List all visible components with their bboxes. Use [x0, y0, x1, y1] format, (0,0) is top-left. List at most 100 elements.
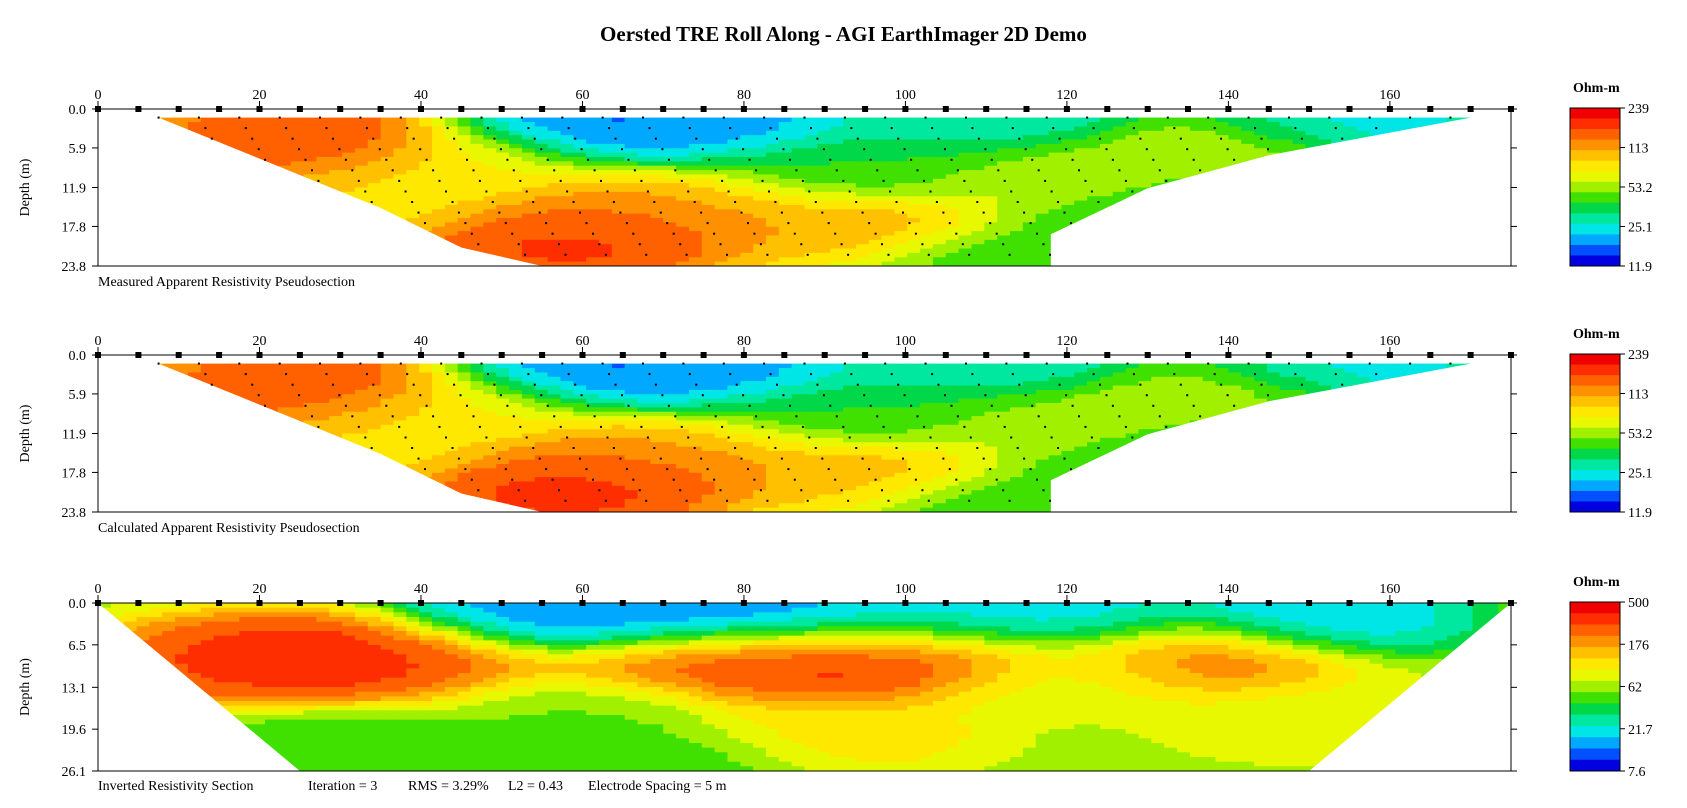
field-cell: [98, 359, 111, 364]
field-cell: [175, 226, 189, 232]
field-cell: [958, 187, 973, 193]
field-cell: [804, 174, 818, 180]
field-cell: [1022, 368, 1037, 374]
field-cell: [624, 122, 639, 128]
field-cell: [98, 118, 111, 123]
field-cell: [804, 248, 818, 254]
field-cell: [264, 368, 279, 374]
field-cell: [1472, 244, 1485, 249]
field-cell: [663, 376, 677, 382]
field-cell: [830, 109, 843, 114]
field-cell: [137, 188, 150, 193]
field-cell: [547, 218, 562, 223]
field-cell: [264, 178, 279, 184]
field-cell: [1459, 130, 1471, 136]
data-point: [459, 148, 462, 151]
field-cell: [1048, 143, 1063, 149]
data-point: [1152, 158, 1155, 161]
field-cell: [1433, 372, 1448, 378]
field-cell: [1125, 244, 1140, 250]
field-cell: [817, 126, 831, 132]
field-cell: [200, 204, 215, 210]
field-cell: [1215, 257, 1229, 263]
field-cell: [881, 196, 896, 202]
field-cell: [316, 376, 330, 382]
field-cell: [637, 235, 651, 241]
field-cell: [1087, 117, 1101, 119]
field-cell: [804, 252, 818, 258]
field-cell: [1010, 218, 1024, 223]
field-cell: [792, 355, 805, 360]
field-cell: [945, 248, 960, 254]
field-cell: [1292, 257, 1307, 263]
field-cell: [534, 244, 549, 250]
field-cell: [1356, 148, 1371, 154]
field-cell: [1061, 257, 1075, 263]
field-cell: [213, 372, 228, 378]
field-cell: [111, 257, 124, 262]
field-cell: [239, 148, 253, 154]
field-cell: [1010, 165, 1024, 171]
field-cell: [598, 117, 613, 123]
field-cell: [1061, 139, 1075, 145]
field-cell: [778, 117, 793, 123]
field-cell: [1331, 204, 1345, 210]
field-cell: [239, 235, 253, 241]
field-cell: [1164, 204, 1178, 210]
field-cell: [509, 226, 523, 232]
field-cell: [187, 122, 202, 128]
field-cell: [1215, 143, 1229, 149]
field-cell: [1446, 152, 1461, 158]
field-cell: [252, 161, 266, 167]
field-cell: [470, 226, 484, 232]
field-cell: [1318, 363, 1332, 369]
field-cell: [1369, 191, 1384, 197]
field-cell: [213, 156, 228, 162]
field-cell: [1254, 252, 1268, 258]
field-cell: [354, 187, 369, 193]
field-cell: [162, 363, 176, 365]
field-cell: [1305, 130, 1319, 136]
field-cell: [264, 204, 279, 210]
field-cell: [1292, 363, 1307, 365]
field-cell: [1279, 130, 1294, 136]
field-cell: [701, 191, 716, 197]
colorbar-segment: [1570, 118, 1620, 130]
field-cell: [534, 363, 549, 365]
field-cell: [226, 218, 240, 223]
field-cell: [175, 178, 189, 184]
field-cell: [881, 143, 896, 149]
field-cell: [855, 183, 870, 189]
field-cell: [932, 231, 947, 237]
field-cell: [1228, 363, 1242, 369]
field-cell: [894, 170, 908, 176]
field-cell: [534, 376, 549, 382]
field-cell: [1112, 368, 1127, 374]
field-cell: [1421, 152, 1435, 158]
field-cell: [958, 165, 973, 171]
field-cell: [239, 117, 253, 119]
field-cell: [881, 117, 896, 123]
field-cell: [573, 204, 587, 210]
field-cell: [881, 209, 896, 215]
field-cell: [1138, 363, 1152, 369]
data-point: [869, 158, 872, 161]
field-cell: [200, 156, 215, 162]
field-cell: [598, 143, 613, 149]
field-cell: [509, 183, 523, 189]
field-cell: [1279, 135, 1294, 141]
data-point: [325, 127, 328, 130]
field-cell: [560, 161, 574, 167]
field-cell: [1189, 368, 1204, 374]
field-cell: [354, 139, 369, 145]
field-cell: [1421, 165, 1435, 171]
field-cell: [137, 148, 150, 153]
field-cell: [1421, 126, 1435, 132]
field-cell: [1305, 248, 1319, 254]
field-cell: [920, 200, 934, 206]
field-cell: [1421, 239, 1435, 245]
field-cell: [496, 248, 510, 254]
field-cell: [791, 213, 806, 219]
field-cell: [753, 252, 767, 258]
data-point: [506, 158, 509, 161]
